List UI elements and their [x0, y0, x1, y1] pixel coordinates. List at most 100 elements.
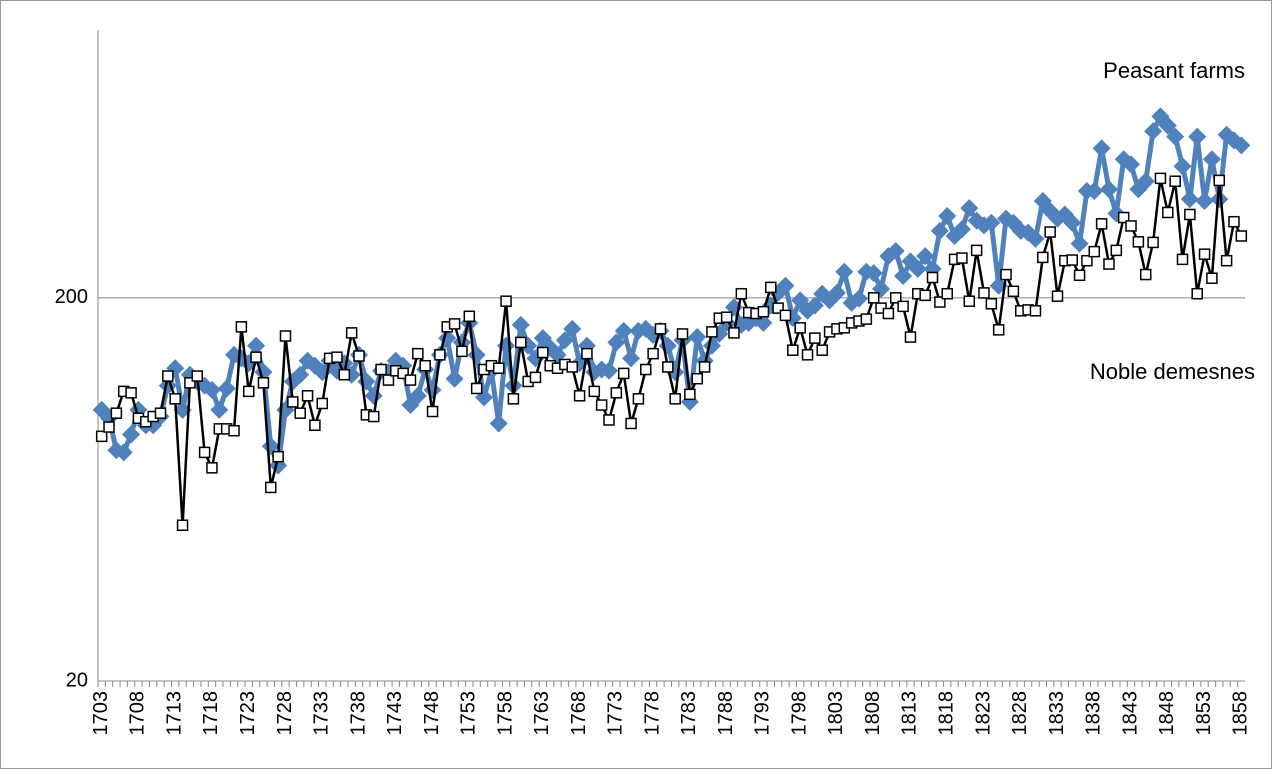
square-marker — [595, 399, 608, 411]
diamond-marker — [982, 213, 1001, 232]
diamond-marker — [1180, 190, 1199, 209]
square-marker — [617, 367, 630, 380]
diamond-marker — [938, 207, 957, 226]
square-marker — [412, 347, 424, 360]
diamond-marker — [1195, 191, 1214, 210]
square-marker — [897, 300, 909, 313]
x-tick-label: 1773 — [605, 691, 627, 736]
square-marker — [537, 346, 549, 359]
square-marker — [95, 430, 108, 443]
square-marker — [603, 414, 615, 426]
diamond-marker — [202, 380, 221, 399]
square-marker — [162, 370, 174, 382]
square-marker — [470, 382, 483, 395]
square-marker — [1029, 305, 1042, 317]
square-marker — [1147, 236, 1159, 249]
square-marker — [206, 462, 218, 474]
diamond-marker — [776, 276, 795, 295]
square-marker — [1176, 253, 1189, 266]
x-tick-label: 1833 — [1046, 691, 1068, 736]
square-marker — [676, 328, 689, 340]
x-tick-label: 1783 — [678, 691, 700, 736]
square-marker — [765, 281, 777, 294]
square-marker — [1000, 268, 1012, 281]
square-marker — [125, 387, 137, 399]
x-tick-label: 1848 — [1156, 691, 1178, 736]
square-marker — [647, 347, 659, 360]
square-marker — [404, 374, 417, 386]
square-marker — [419, 359, 431, 372]
x-tick-label: 1728 — [274, 691, 296, 736]
square-marker — [801, 349, 814, 361]
x-tick-label: 1723 — [237, 691, 259, 736]
x-tick-label: 1853 — [1193, 691, 1215, 736]
square-marker — [1220, 254, 1233, 267]
diamond-marker — [1144, 122, 1163, 141]
square-marker — [926, 271, 939, 284]
x-tick-label: 1838 — [1083, 691, 1105, 736]
square-marker — [640, 363, 652, 376]
square-marker — [992, 324, 1005, 336]
diamond-marker — [1063, 213, 1082, 232]
square-marker — [257, 377, 270, 389]
square-marker — [684, 388, 696, 401]
diamond-marker — [1011, 221, 1030, 240]
series-label: Noble demesnes — [1090, 359, 1255, 384]
square-marker — [728, 327, 740, 339]
series-label: Peasant farms — [1103, 58, 1245, 83]
x-tick-label: 1858 — [1230, 691, 1252, 736]
diamond-marker — [114, 443, 133, 462]
square-marker — [890, 292, 902, 304]
diamond-marker — [1092, 139, 1111, 158]
diamond-marker — [1026, 229, 1045, 248]
x-tick-label: 1818 — [936, 691, 958, 736]
square-marker — [588, 385, 601, 398]
square-marker — [176, 519, 189, 531]
diamond-marker — [894, 267, 913, 286]
x-tick-label: 1738 — [347, 691, 369, 736]
x-tick-label: 1708 — [127, 691, 149, 736]
square-marker — [816, 344, 828, 356]
x-tick-label: 1768 — [568, 691, 590, 736]
square-marker — [867, 292, 880, 304]
square-marker — [301, 390, 314, 402]
square-marker — [184, 377, 196, 389]
diamond-marker — [879, 247, 898, 266]
square-marker — [272, 450, 284, 463]
square-marker — [1103, 258, 1115, 270]
diamond-marker — [247, 336, 266, 355]
x-tick-label: 1788 — [715, 691, 737, 736]
square-marker — [1044, 226, 1056, 238]
x-tick-label: 1713 — [163, 691, 185, 736]
diamond-marker — [600, 361, 619, 380]
x-tick-label: 1808 — [862, 691, 884, 736]
square-marker — [809, 332, 821, 344]
square-marker — [529, 371, 542, 384]
x-tick-label: 1823 — [972, 691, 994, 736]
square-marker — [367, 410, 380, 423]
diamond-marker — [1173, 157, 1192, 176]
diamond-marker — [254, 363, 273, 382]
square-marker — [309, 419, 321, 431]
square-marker — [154, 407, 167, 419]
square-marker — [456, 345, 468, 358]
square-marker — [860, 313, 873, 325]
x-tick-label: 1718 — [200, 691, 222, 736]
x-tick-label: 1778 — [641, 691, 663, 736]
diamond-marker — [908, 259, 927, 278]
y-tick-label: 200 — [55, 286, 88, 308]
diamond-marker — [122, 425, 141, 444]
x-tick-label: 1753 — [458, 691, 480, 736]
square-marker — [1206, 272, 1218, 284]
square-marker — [1051, 290, 1064, 302]
x-tick-label: 1703 — [90, 691, 112, 736]
square-marker — [1213, 174, 1226, 187]
x-tick-label: 1803 — [825, 691, 847, 736]
diamond-marker — [1202, 150, 1221, 169]
square-marker — [1095, 218, 1108, 230]
square-marker — [904, 331, 917, 343]
square-marker — [169, 393, 181, 405]
square-marker — [772, 302, 784, 314]
square-marker — [500, 295, 512, 307]
square-marker — [287, 396, 299, 408]
